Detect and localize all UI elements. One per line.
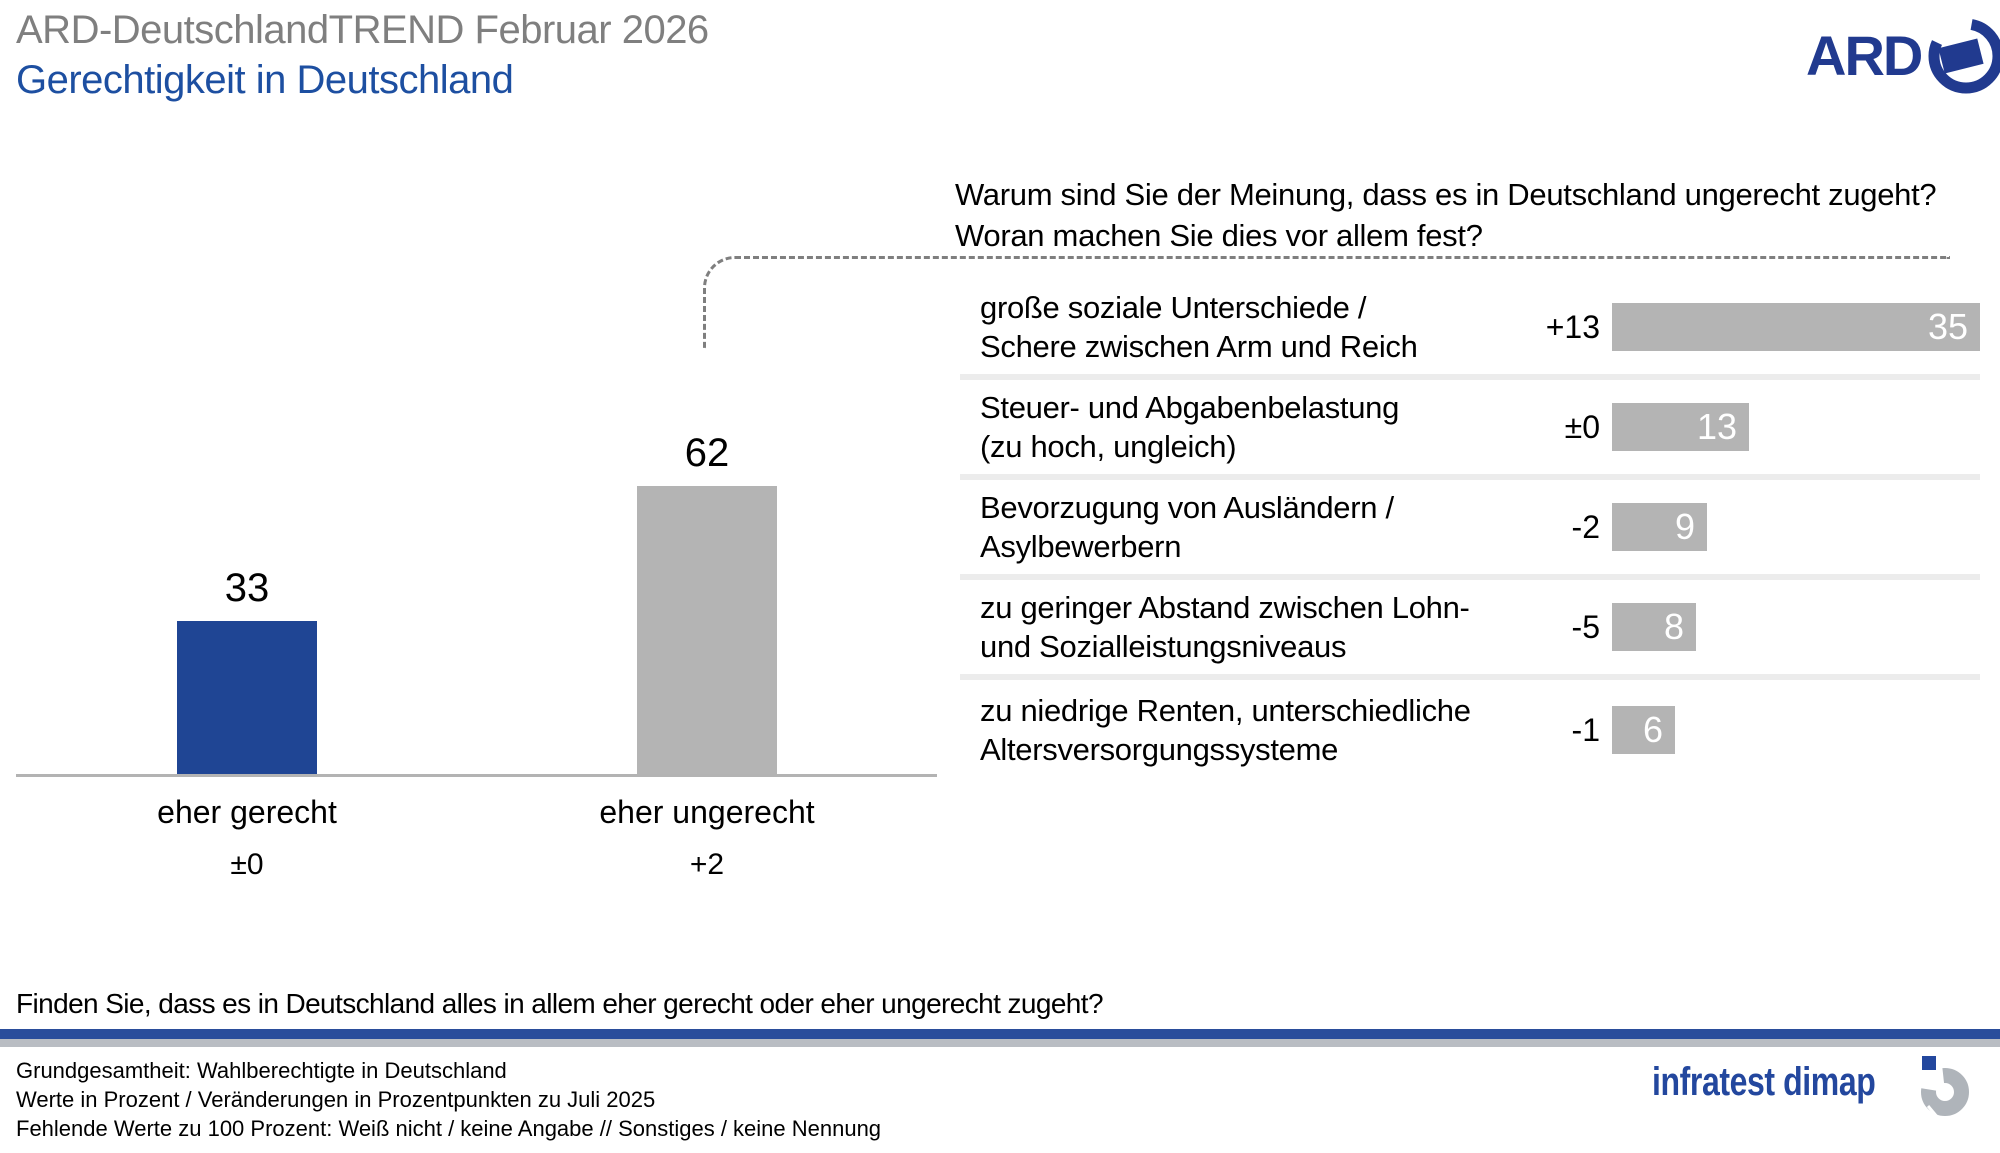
- divider-gray: [0, 1039, 2000, 1047]
- change-label: ±0: [230, 848, 264, 881]
- reason-value: 8: [1663, 606, 1684, 647]
- reason-row: Steuer- und Abgabenbelastung (zu hoch, u…: [960, 380, 1980, 480]
- ard-logo-text: ARD: [1806, 24, 1923, 87]
- footnote-line: Werte in Prozent / Veränderungen in Proz…: [16, 1087, 656, 1112]
- dashed-callout-connector: [703, 256, 1950, 349]
- page-title: Gerechtigkeit in Deutschland: [16, 58, 514, 102]
- survey-question: Finden Sie, dass es in Deutschland alles…: [16, 988, 1104, 1019]
- bar-eher-gerecht: [177, 621, 317, 774]
- footnote-line: Fehlende Werte zu 100 Prozent: Weiß nich…: [16, 1116, 882, 1141]
- bar-group-eher-ungerecht: 62: [637, 431, 777, 774]
- reason-value: 13: [1696, 406, 1737, 447]
- change-label: +2: [689, 848, 725, 881]
- reason-change: -1: [1571, 711, 1600, 748]
- reason-row: zu geringer Abstand zwischen Lohn- und S…: [960, 580, 1980, 680]
- bar-eher-ungerecht: [637, 486, 777, 774]
- reason-row: Bevorzugung von Ausländern / Asylbewerbe…: [960, 480, 1980, 580]
- reason-value: 9: [1674, 506, 1695, 547]
- bar-group-eher-gerecht: 33: [177, 566, 317, 774]
- reason-row: große soziale Unterschiede / Schere zwis…: [960, 280, 1980, 380]
- question-line-1: Warum sind Sie der Meinung, dass es in D…: [955, 177, 1937, 212]
- bar-value-label: 62: [684, 431, 730, 475]
- report-title: ARD-DeutschlandTREND Februar 2026: [16, 8, 709, 52]
- category-label: eher gerecht: [157, 794, 337, 830]
- ard-circle-one-icon: [1928, 18, 2000, 94]
- x-axis-line: [16, 774, 937, 777]
- reason-change: +13: [1545, 308, 1600, 345]
- reasons-list: große soziale Unterschiede / Schere zwis…: [960, 280, 1980, 780]
- reason-label: große soziale Unterschiede / Schere zwis…: [980, 290, 1418, 364]
- reason-change: -2: [1571, 508, 1600, 545]
- reason-value: 35: [1927, 306, 1968, 347]
- reason-bar: 9: [1612, 503, 1707, 551]
- reason-change: ±0: [1564, 408, 1600, 445]
- reason-label: Bevorzugung von Ausländern / Asylbewerbe…: [980, 490, 1394, 564]
- infratest-dimap-icon: [1921, 1056, 1969, 1118]
- reason-bar: 6: [1612, 706, 1675, 754]
- reason-label: Steuer- und Abgabenbelastung (zu hoch, u…: [980, 390, 1400, 464]
- right-panel-question: Warum sind Sie der Meinung, dass es in D…: [955, 174, 1937, 256]
- reason-label: zu niedrige Renten, unterschiedliche Alt…: [980, 693, 1471, 767]
- infratest-dimap-logo-text: infratest dimap: [1652, 1060, 1876, 1104]
- reason-bar: 35: [1612, 303, 1980, 351]
- reason-value: 6: [1642, 709, 1663, 750]
- reason-bar: 13: [1612, 403, 1749, 451]
- footnotes: Grundgesamtheit: Wahlberechtigte in Deut…: [16, 1056, 881, 1143]
- ard-logo: ARD: [1806, 14, 2000, 98]
- footnote-line: Grundgesamtheit: Wahlberechtigte in Deut…: [16, 1058, 507, 1083]
- reason-bar: 8: [1612, 603, 1696, 651]
- reason-row: zu niedrige Renten, unterschiedliche Alt…: [960, 680, 1980, 780]
- reason-label: zu geringer Abstand zwischen Lohn- und S…: [980, 590, 1470, 664]
- divider-blue: [0, 1029, 2000, 1039]
- question-line-2: Woran machen Sie dies vor allem fest?: [955, 218, 1483, 253]
- category-label: eher ungerecht: [599, 794, 815, 830]
- bar-value-label: 33: [224, 566, 270, 610]
- reason-change: -5: [1571, 608, 1600, 645]
